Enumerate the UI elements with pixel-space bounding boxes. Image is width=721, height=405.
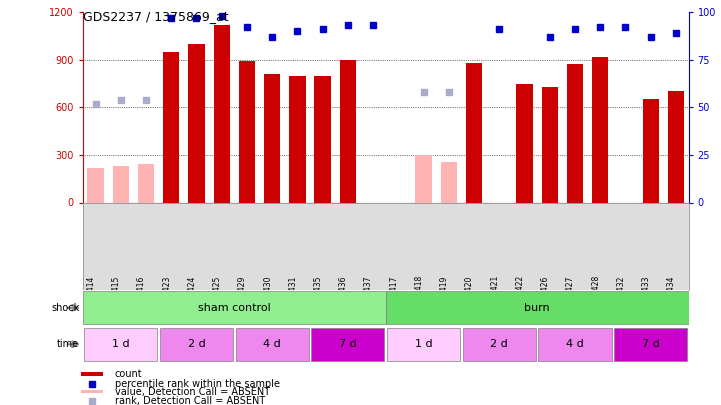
Bar bbox=[83, 292, 386, 324]
Text: 2 d: 2 d bbox=[490, 339, 508, 349]
Bar bbox=[441, 162, 457, 202]
Bar bbox=[567, 64, 583, 202]
Bar bbox=[81, 390, 102, 393]
Bar bbox=[592, 57, 609, 202]
Text: rank, Detection Call = ABSENT: rank, Detection Call = ABSENT bbox=[115, 396, 265, 405]
Text: 7 d: 7 d bbox=[339, 339, 357, 349]
Bar bbox=[188, 44, 205, 203]
Text: time: time bbox=[57, 339, 79, 349]
Bar bbox=[668, 92, 684, 202]
Bar bbox=[84, 328, 157, 361]
Text: 2 d: 2 d bbox=[187, 339, 205, 349]
Text: 4 d: 4 d bbox=[263, 339, 281, 349]
Text: 4 d: 4 d bbox=[566, 339, 584, 349]
Bar bbox=[112, 166, 129, 202]
Bar bbox=[138, 164, 154, 202]
Bar bbox=[614, 328, 687, 361]
Bar bbox=[311, 328, 384, 361]
Bar bbox=[463, 328, 536, 361]
Bar bbox=[236, 328, 309, 361]
Bar bbox=[387, 328, 460, 361]
Text: 1 d: 1 d bbox=[112, 339, 130, 349]
Bar bbox=[264, 74, 280, 202]
Text: percentile rank within the sample: percentile rank within the sample bbox=[115, 379, 280, 389]
Text: 7 d: 7 d bbox=[642, 339, 660, 349]
Bar bbox=[81, 372, 102, 376]
Bar bbox=[539, 328, 611, 361]
Bar bbox=[87, 168, 104, 202]
Bar bbox=[213, 25, 230, 202]
Bar bbox=[314, 76, 331, 202]
Text: GDS2237 / 1375869_at: GDS2237 / 1375869_at bbox=[83, 10, 229, 23]
Bar bbox=[541, 87, 558, 202]
Text: shock: shock bbox=[51, 303, 79, 313]
Text: 1 d: 1 d bbox=[415, 339, 433, 349]
Bar bbox=[415, 155, 432, 202]
Bar bbox=[239, 61, 255, 202]
Bar bbox=[642, 99, 659, 202]
Text: burn: burn bbox=[524, 303, 550, 313]
Bar bbox=[163, 52, 180, 202]
Text: value, Detection Call = ABSENT: value, Detection Call = ABSENT bbox=[115, 387, 270, 396]
Text: sham control: sham control bbox=[198, 303, 270, 313]
Bar bbox=[289, 76, 306, 202]
Bar bbox=[160, 328, 233, 361]
Bar bbox=[386, 292, 689, 324]
Bar bbox=[466, 63, 482, 202]
Text: count: count bbox=[115, 369, 143, 379]
Bar bbox=[340, 60, 356, 202]
Bar bbox=[516, 83, 533, 202]
